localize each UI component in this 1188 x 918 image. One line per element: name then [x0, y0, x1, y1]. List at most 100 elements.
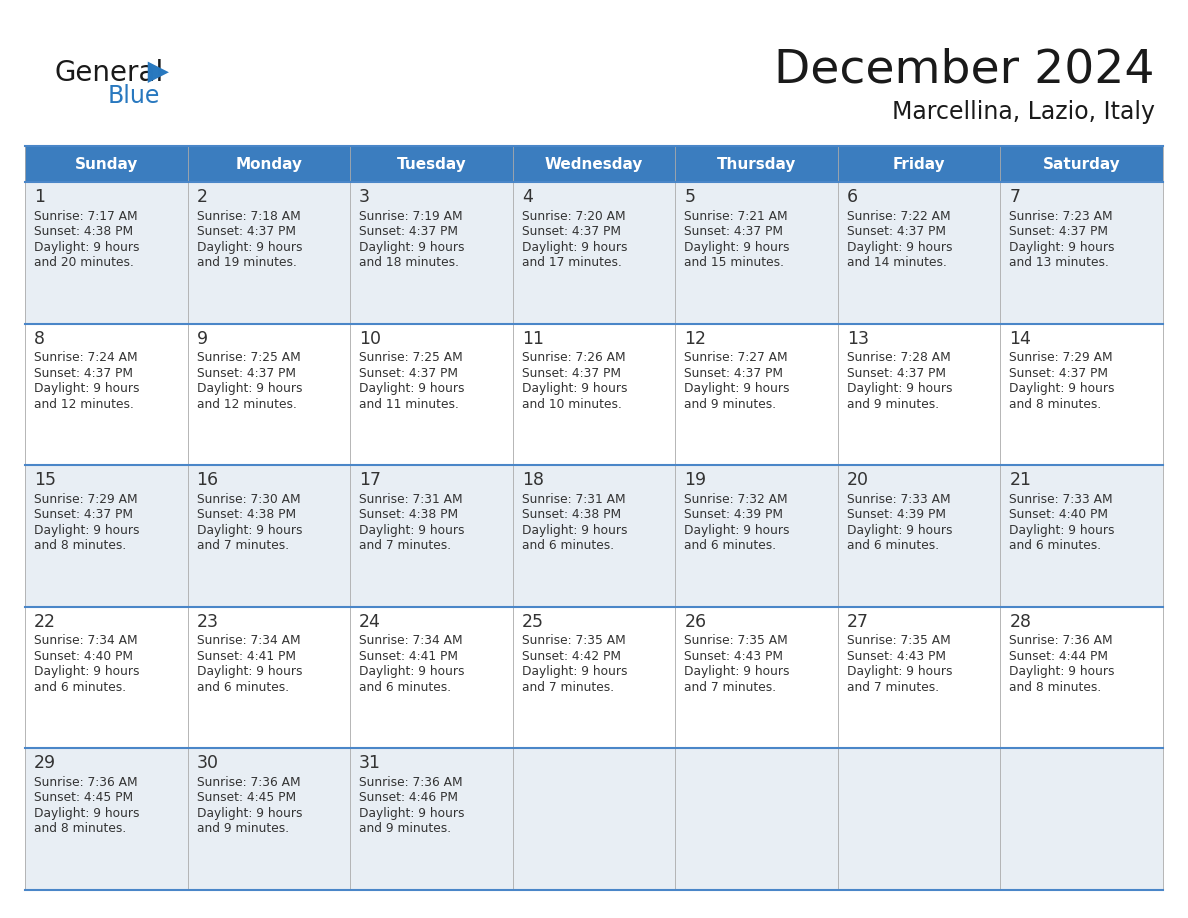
- Text: Daylight: 9 hours: Daylight: 9 hours: [684, 241, 790, 253]
- Text: Sunset: 4:38 PM: Sunset: 4:38 PM: [522, 509, 621, 521]
- Text: Sunset: 4:37 PM: Sunset: 4:37 PM: [522, 366, 620, 380]
- Text: Sunset: 4:42 PM: Sunset: 4:42 PM: [522, 650, 620, 663]
- Text: ◀: ◀: [148, 57, 170, 85]
- Text: Sunrise: 7:33 AM: Sunrise: 7:33 AM: [847, 493, 950, 506]
- Text: Sunset: 4:46 PM: Sunset: 4:46 PM: [359, 791, 459, 804]
- Text: Daylight: 9 hours: Daylight: 9 hours: [522, 523, 627, 537]
- Text: and 17 minutes.: and 17 minutes.: [522, 256, 621, 269]
- Text: Sunrise: 7:29 AM: Sunrise: 7:29 AM: [1010, 351, 1113, 364]
- Text: 29: 29: [34, 755, 56, 772]
- Text: Sunset: 4:39 PM: Sunset: 4:39 PM: [684, 509, 783, 521]
- Text: Sunrise: 7:29 AM: Sunrise: 7:29 AM: [34, 493, 138, 506]
- Text: Sunset: 4:45 PM: Sunset: 4:45 PM: [196, 791, 296, 804]
- Text: and 7 minutes.: and 7 minutes.: [847, 681, 939, 694]
- Text: Sunrise: 7:28 AM: Sunrise: 7:28 AM: [847, 351, 950, 364]
- Text: Friday: Friday: [893, 156, 946, 172]
- Text: 24: 24: [359, 613, 381, 631]
- Text: 21: 21: [1010, 471, 1031, 489]
- Text: 8: 8: [34, 330, 45, 348]
- Text: 4: 4: [522, 188, 532, 206]
- Text: Sunrise: 7:36 AM: Sunrise: 7:36 AM: [34, 776, 138, 789]
- Text: and 6 minutes.: and 6 minutes.: [1010, 539, 1101, 553]
- Text: Sunrise: 7:25 AM: Sunrise: 7:25 AM: [196, 351, 301, 364]
- Text: 1: 1: [34, 188, 45, 206]
- Text: 14: 14: [1010, 330, 1031, 348]
- Text: Blue: Blue: [108, 84, 160, 108]
- Text: Sunrise: 7:34 AM: Sunrise: 7:34 AM: [34, 634, 138, 647]
- Text: Sunrise: 7:30 AM: Sunrise: 7:30 AM: [196, 493, 301, 506]
- Text: Sunrise: 7:22 AM: Sunrise: 7:22 AM: [847, 209, 950, 222]
- Text: December 2024: December 2024: [775, 48, 1155, 93]
- Text: and 11 minutes.: and 11 minutes.: [359, 397, 459, 410]
- Text: 19: 19: [684, 471, 707, 489]
- Text: 6: 6: [847, 188, 858, 206]
- Text: Daylight: 9 hours: Daylight: 9 hours: [196, 807, 302, 820]
- Bar: [25, 465, 1163, 607]
- Text: Sunrise: 7:25 AM: Sunrise: 7:25 AM: [359, 351, 463, 364]
- Text: Sunrise: 7:35 AM: Sunrise: 7:35 AM: [847, 634, 950, 647]
- Text: Daylight: 9 hours: Daylight: 9 hours: [196, 666, 302, 678]
- Text: Daylight: 9 hours: Daylight: 9 hours: [34, 523, 139, 537]
- Text: and 6 minutes.: and 6 minutes.: [196, 681, 289, 694]
- Text: 17: 17: [359, 471, 381, 489]
- Text: Sunset: 4:38 PM: Sunset: 4:38 PM: [34, 225, 133, 238]
- Text: and 6 minutes.: and 6 minutes.: [684, 539, 777, 553]
- Text: 27: 27: [847, 613, 868, 631]
- Text: Daylight: 9 hours: Daylight: 9 hours: [359, 666, 465, 678]
- Text: 5: 5: [684, 188, 695, 206]
- Text: Daylight: 9 hours: Daylight: 9 hours: [359, 241, 465, 253]
- Text: Sunset: 4:39 PM: Sunset: 4:39 PM: [847, 509, 946, 521]
- Text: Sunset: 4:37 PM: Sunset: 4:37 PM: [847, 225, 946, 238]
- Text: and 10 minutes.: and 10 minutes.: [522, 397, 621, 410]
- Text: Daylight: 9 hours: Daylight: 9 hours: [1010, 382, 1114, 395]
- Text: Sunset: 4:37 PM: Sunset: 4:37 PM: [684, 225, 783, 238]
- Text: Daylight: 9 hours: Daylight: 9 hours: [196, 241, 302, 253]
- Text: Daylight: 9 hours: Daylight: 9 hours: [34, 241, 139, 253]
- Text: Daylight: 9 hours: Daylight: 9 hours: [847, 666, 953, 678]
- Bar: [25, 748, 1163, 890]
- Text: and 9 minutes.: and 9 minutes.: [359, 823, 451, 835]
- Text: Daylight: 9 hours: Daylight: 9 hours: [1010, 666, 1114, 678]
- Bar: [25, 146, 1163, 182]
- Text: Daylight: 9 hours: Daylight: 9 hours: [1010, 241, 1114, 253]
- Text: Sunset: 4:37 PM: Sunset: 4:37 PM: [684, 366, 783, 380]
- Text: Sunrise: 7:32 AM: Sunrise: 7:32 AM: [684, 493, 788, 506]
- Text: Sunrise: 7:19 AM: Sunrise: 7:19 AM: [359, 209, 463, 222]
- Text: Sunset: 4:43 PM: Sunset: 4:43 PM: [684, 650, 783, 663]
- Text: 12: 12: [684, 330, 707, 348]
- Text: Sunrise: 7:20 AM: Sunrise: 7:20 AM: [522, 209, 625, 222]
- Bar: [25, 607, 1163, 748]
- Text: and 12 minutes.: and 12 minutes.: [34, 397, 134, 410]
- Text: Daylight: 9 hours: Daylight: 9 hours: [359, 523, 465, 537]
- Text: 10: 10: [359, 330, 381, 348]
- Text: Sunset: 4:40 PM: Sunset: 4:40 PM: [1010, 509, 1108, 521]
- Text: and 6 minutes.: and 6 minutes.: [34, 681, 126, 694]
- Text: Saturday: Saturday: [1043, 156, 1120, 172]
- Text: Sunset: 4:37 PM: Sunset: 4:37 PM: [34, 366, 133, 380]
- Text: 25: 25: [522, 613, 544, 631]
- Text: and 7 minutes.: and 7 minutes.: [196, 539, 289, 553]
- Text: 15: 15: [34, 471, 56, 489]
- Text: Sunset: 4:37 PM: Sunset: 4:37 PM: [196, 366, 296, 380]
- Text: Sunrise: 7:18 AM: Sunrise: 7:18 AM: [196, 209, 301, 222]
- Text: Sunset: 4:37 PM: Sunset: 4:37 PM: [34, 509, 133, 521]
- Text: Daylight: 9 hours: Daylight: 9 hours: [847, 523, 953, 537]
- Text: 23: 23: [196, 613, 219, 631]
- Bar: [25, 182, 1163, 324]
- Text: Sunrise: 7:35 AM: Sunrise: 7:35 AM: [684, 634, 788, 647]
- Text: 3: 3: [359, 188, 371, 206]
- Text: 31: 31: [359, 755, 381, 772]
- Text: and 8 minutes.: and 8 minutes.: [1010, 681, 1101, 694]
- Text: Sunset: 4:45 PM: Sunset: 4:45 PM: [34, 791, 133, 804]
- Text: Daylight: 9 hours: Daylight: 9 hours: [684, 523, 790, 537]
- Text: Monday: Monday: [235, 156, 303, 172]
- Text: Daylight: 9 hours: Daylight: 9 hours: [847, 382, 953, 395]
- Text: Daylight: 9 hours: Daylight: 9 hours: [847, 241, 953, 253]
- Text: Sunset: 4:40 PM: Sunset: 4:40 PM: [34, 650, 133, 663]
- Text: Sunrise: 7:23 AM: Sunrise: 7:23 AM: [1010, 209, 1113, 222]
- Text: and 7 minutes.: and 7 minutes.: [684, 681, 777, 694]
- Text: and 9 minutes.: and 9 minutes.: [684, 397, 777, 410]
- Text: Daylight: 9 hours: Daylight: 9 hours: [1010, 523, 1114, 537]
- Text: Sunrise: 7:34 AM: Sunrise: 7:34 AM: [359, 634, 463, 647]
- Text: Sunset: 4:37 PM: Sunset: 4:37 PM: [359, 225, 459, 238]
